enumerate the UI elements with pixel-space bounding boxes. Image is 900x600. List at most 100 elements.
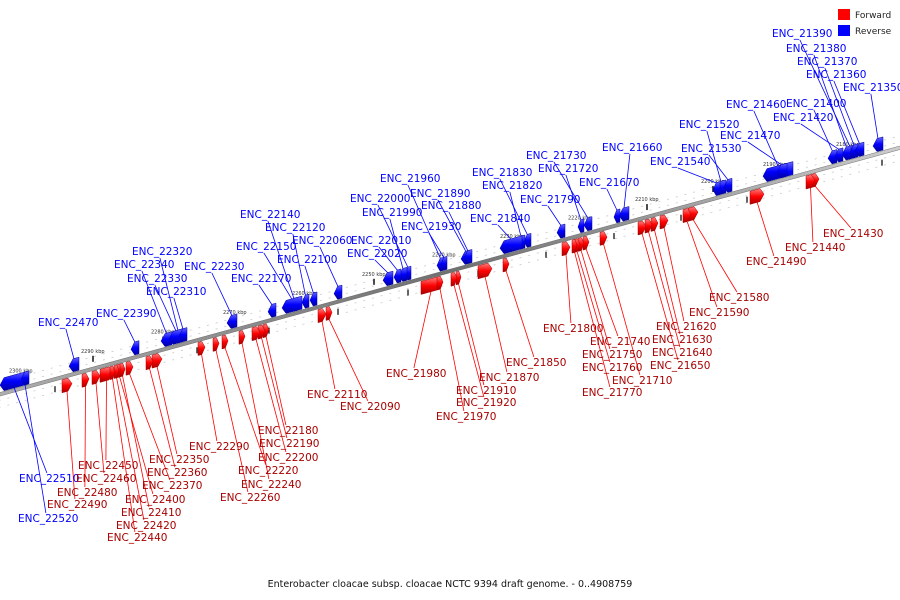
forward-gene-label: ENC_22490 (47, 499, 107, 511)
forward-gene-arrow (450, 272, 458, 287)
scale-tick-label: 2190 kbp (763, 162, 787, 168)
forward-swatch (838, 9, 850, 20)
reverse-gene-arrow (872, 136, 884, 152)
reverse-leader-line (800, 123, 840, 150)
forward-leader-line (95, 382, 105, 474)
forward-gene-arrow (151, 353, 163, 369)
forward-leader-line (129, 373, 171, 481)
forward-leader-line (814, 185, 852, 229)
reverse-gene-arrow (267, 302, 277, 318)
reverse-gene-label: ENC_21460 (726, 99, 786, 111)
reverse-leader-line (747, 141, 783, 166)
forward-gene-label: ENC_22450 (78, 460, 138, 472)
reverse-gene-label: ENC_22320 (132, 246, 192, 258)
forward-gene-label: ENC_22190 (259, 438, 319, 450)
forward-gene-arrow (455, 270, 462, 286)
reverse-leader-line (870, 93, 879, 139)
reverse-leader-line (159, 257, 179, 331)
forward-gene-label: ENC_21910 (456, 385, 516, 397)
scale-tick-label: 2300 kbp (9, 369, 33, 375)
forward-gene-label: ENC_22200 (258, 452, 318, 464)
forward-gene-label: ENC_22480 (57, 487, 117, 499)
reverse-gene-label: ENC_21520 (679, 119, 739, 131)
reverse-leader-line (319, 246, 339, 287)
forward-gene-label: ENC_21580 (709, 292, 769, 304)
forward-gene-label: ENC_21650 (650, 360, 710, 372)
forward-gene-label: ENC_21590 (689, 307, 749, 319)
reverse-gene-label: ENC_21890 (410, 188, 470, 200)
reverse-gene-label: ENC_21840 (470, 213, 530, 225)
reverse-leader-line (24, 384, 47, 514)
reverse-gene-arrow (854, 141, 865, 157)
reverse-gene-arrow (281, 295, 303, 314)
forward-gene-label: ENC_22240 (241, 479, 301, 491)
forward-gene-arrow (145, 355, 154, 371)
reverse-gene-arrow (523, 232, 532, 248)
forward-leader-line (810, 187, 814, 243)
forward-gene-arrow (571, 239, 578, 254)
backbone-axis (0, 145, 900, 397)
reverse-gene-arrow (68, 356, 80, 373)
forward-gene-arrow (749, 188, 765, 205)
forward-gene-arrow (805, 174, 816, 190)
reverse-leader-line (813, 109, 833, 152)
reverse-gene-label: ENC_21370 (797, 56, 857, 68)
reverse-gene-label: ENC_22230 (184, 261, 244, 273)
forward-gene-arrow (212, 337, 220, 352)
scale-tick-label: 2290 kbp (81, 349, 105, 355)
backbone-line (0, 145, 900, 397)
reverse-leader-line (428, 232, 445, 258)
forward-gene-label: ENC_22090 (340, 401, 400, 413)
reverse-gene-label: ENC_22510 (19, 473, 79, 485)
reverse-leader-line (211, 272, 233, 316)
forward-leader-line (224, 347, 267, 466)
scale-tick-label: 2240 kbp (432, 253, 456, 259)
forward-leader-line (453, 284, 485, 398)
reverse-leader-line (389, 218, 404, 269)
forward-leader-line (119, 376, 154, 495)
forward-gene-arrow (325, 306, 333, 321)
forward-leader-line (654, 229, 681, 335)
reverse-gene-arrow (309, 291, 318, 307)
forward-gene-arrow (238, 330, 246, 345)
forward-gene-label: ENC_22180 (258, 425, 318, 437)
forward-gene-label: ENC_21640 (652, 347, 712, 359)
reverse-gene-label: ENC_22390 (96, 308, 156, 320)
forward-leader-line (580, 250, 611, 350)
forward-leader-line (149, 368, 176, 468)
forward-gene-label: ENC_22400 (125, 494, 185, 506)
forward-gene-label: ENC_21440 (785, 242, 845, 254)
forward-leader-line (215, 350, 249, 493)
forward-gene-arrow (436, 275, 444, 291)
reverse-gene-arrow (618, 206, 630, 222)
reverse-gene-arrow (382, 270, 394, 287)
reverse-leader-line (677, 167, 717, 184)
forward-gene-label: ENC_21740 (590, 336, 650, 348)
reverse-gene-label: ENC_22120 (265, 222, 325, 234)
reverse-leader-line (267, 220, 295, 299)
reverse-leader-line (377, 204, 409, 268)
forward-gene-arrow (502, 257, 510, 273)
forward-leader-line (261, 337, 288, 439)
forward-gene-label: ENC_21710 (612, 375, 672, 387)
scale-tick-label: 2230 kbp (500, 234, 524, 240)
forward-gene-label: ENC_22360 (147, 467, 207, 479)
reverse-leader-line (706, 130, 722, 182)
reverse-gene-label: ENC_21470 (720, 130, 780, 142)
reverse-gene-arrow (393, 268, 402, 284)
forward-gene-label: ENC_22460 (76, 473, 136, 485)
reverse-gene-arrow (583, 216, 593, 232)
forward-gene-label: ENC_21620 (656, 321, 716, 333)
forward-legend-label: Forward (855, 11, 891, 21)
reverse-leader-line (65, 328, 75, 360)
forward-gene-arrow (317, 308, 327, 323)
reverse-gene-arrow (20, 370, 30, 386)
reverse-leader-line (565, 174, 582, 221)
reverse-leader-line (292, 233, 306, 296)
leader-lines (13, 39, 879, 533)
gene-labels: ENC_21390ENC_21380ENC_21370ENC_21360ENC_… (18, 28, 900, 544)
forward-leader-line (116, 377, 145, 521)
reverse-leader-line (154, 284, 177, 332)
reverse-gene-label: ENC_21730 (526, 150, 586, 162)
reverse-leader-line (509, 191, 522, 237)
